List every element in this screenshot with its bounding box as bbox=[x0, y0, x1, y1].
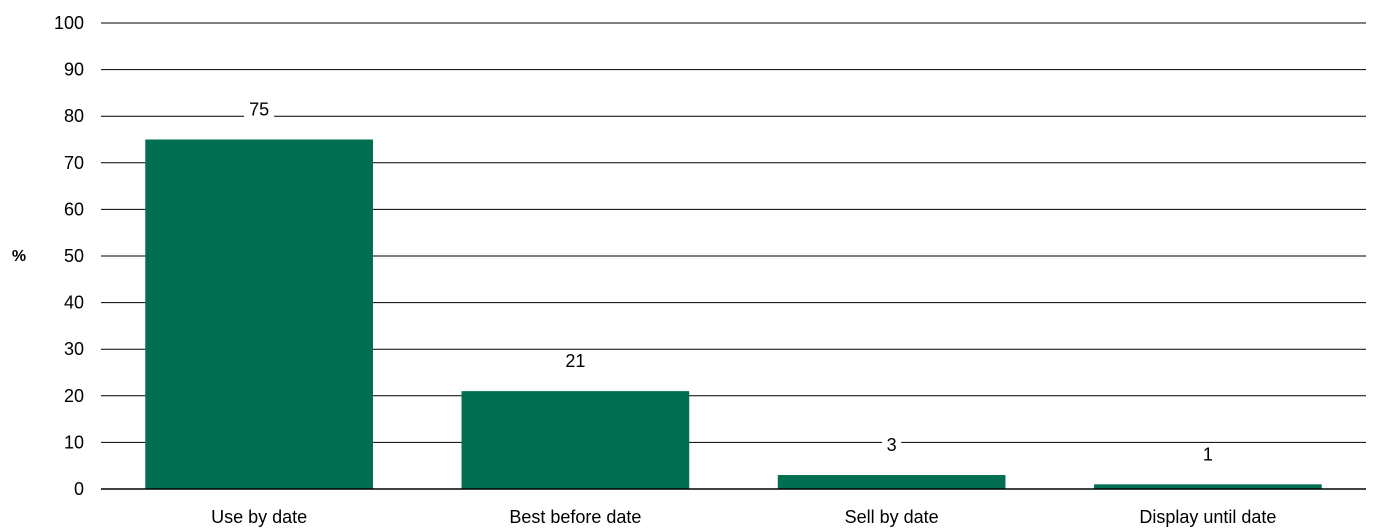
y-tick-label: 40 bbox=[64, 293, 84, 313]
data-label-background bbox=[882, 435, 902, 458]
x-category-label: Display until date bbox=[1139, 507, 1276, 527]
x-category-label: Best before date bbox=[509, 507, 641, 527]
y-tick-label: 0 bbox=[74, 479, 84, 499]
data-labels: 75 21 3 1 bbox=[244, 99, 1218, 467]
y-tick-label: 50 bbox=[64, 246, 84, 266]
data-label: 3 bbox=[887, 435, 897, 455]
bar bbox=[145, 139, 373, 489]
data-label: 75 bbox=[249, 100, 269, 120]
y-axis-label: % bbox=[12, 248, 26, 265]
data-label: 21 bbox=[565, 351, 585, 371]
bars bbox=[145, 139, 1322, 489]
y-tick-label: 60 bbox=[64, 199, 84, 219]
y-tick-label: 10 bbox=[64, 432, 84, 452]
data-label-background bbox=[560, 351, 591, 374]
bar bbox=[777, 475, 1006, 489]
x-category-label: Sell by date bbox=[845, 507, 939, 527]
y-tick-label: 30 bbox=[64, 339, 84, 359]
y-tick-label: 70 bbox=[64, 153, 84, 173]
y-tick-label: 100 bbox=[54, 13, 84, 33]
y-tick-label: 80 bbox=[64, 106, 84, 126]
y-tick-label: 20 bbox=[64, 386, 84, 406]
data-label: 1 bbox=[1203, 444, 1213, 464]
data-label-background bbox=[244, 99, 275, 122]
y-tick-label: 90 bbox=[64, 60, 84, 80]
y-axis-ticks: 0 10 20 30 40 50 60 70 80 90 100 bbox=[54, 13, 84, 499]
x-category-label: Use by date bbox=[211, 507, 307, 527]
bar bbox=[1094, 484, 1322, 489]
data-label-background bbox=[1198, 444, 1218, 467]
bar bbox=[461, 391, 690, 489]
x-axis-categories: Use by date Best before date Sell by date D… bbox=[211, 507, 1276, 527]
